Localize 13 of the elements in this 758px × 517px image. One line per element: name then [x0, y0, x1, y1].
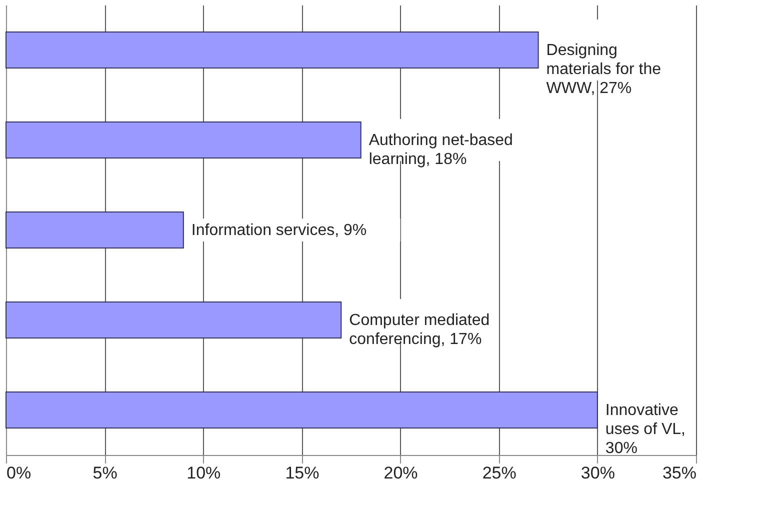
- x-tick-label: 15%: [285, 464, 320, 482]
- x-tick-label: 30%: [580, 464, 615, 482]
- x-tick-label: 20%: [384, 464, 418, 482]
- x-tick-label: 0%: [6, 464, 32, 482]
- y-tick-label: Information services, 9%: [191, 222, 367, 239]
- y-tick-label: Designing materials for the WWW, 27%: [546, 42, 662, 97]
- x-tick-label: 25%: [482, 464, 516, 482]
- y-tick-label: Innovative uses of VL, 30%: [605, 402, 686, 457]
- x-tick-label: 35%: [662, 464, 696, 482]
- x-tick-label: 5%: [92, 464, 118, 482]
- y-tick-label: Computer mediated conferencing, 17%: [349, 312, 490, 348]
- y-tick-label: Authoring net-based learning, 18%: [368, 132, 513, 168]
- x-tick-label: 10%: [186, 464, 221, 482]
